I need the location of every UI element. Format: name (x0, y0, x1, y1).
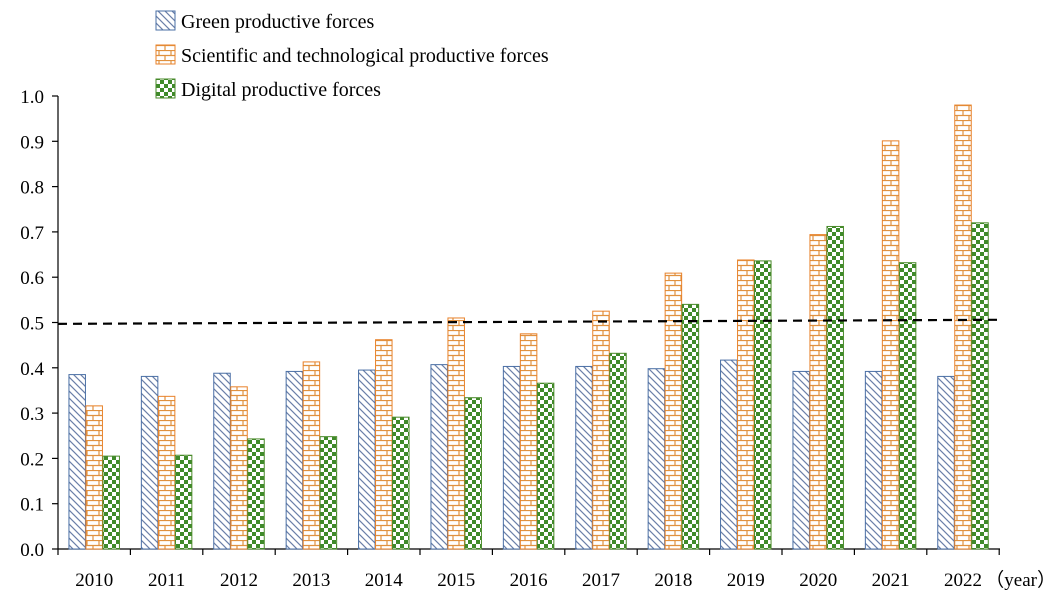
bar-scitech-2018 (664, 272, 683, 550)
bar-green-2014 (358, 369, 376, 550)
bar-scitech-2022 (954, 104, 972, 550)
y-tick-label: 0.4 (20, 359, 44, 380)
bar-green-2018 (647, 368, 666, 550)
legend-item-green: Green productive forces (155, 10, 374, 33)
legend-swatch-digital (155, 78, 176, 99)
legend-label-scitech: Scientific and technological productive … (181, 45, 549, 67)
bar-green-2015 (430, 364, 448, 550)
y-tick-label: 1.0 (20, 87, 44, 108)
bar-green-2010 (68, 374, 86, 550)
x-tick-label: 2010 (75, 570, 113, 591)
bar-scitech-2011 (157, 395, 176, 550)
bar-green-2019 (720, 359, 738, 550)
bar-digital-2022 (971, 222, 989, 550)
reference-line-group (57, 318, 1001, 325)
y-tick-label: 0.7 (20, 223, 44, 244)
bar-digital-2021 (898, 262, 917, 550)
bar-green-2013 (285, 370, 304, 550)
bar-scitech-2019 (737, 259, 755, 550)
x-tick-label: 2021 (872, 570, 910, 591)
x-tick-label: 2015 (437, 570, 475, 591)
bar-digital-2017 (609, 352, 627, 550)
bar-digital-2014 (392, 416, 410, 550)
legend-item-scitech: Scientific and technological productive … (155, 44, 549, 67)
x-tick-label: 2018 (654, 570, 692, 591)
y-tick-label: 0.5 (20, 314, 44, 335)
bar-green-2016 (502, 365, 521, 550)
x-tick-label: 2019 (727, 570, 765, 591)
bar-scitech-2014 (375, 339, 393, 550)
legend-swatch-scitech (155, 44, 176, 65)
legend-item-digital: Digital productive forces (155, 78, 381, 101)
legend-label-green: Green productive forces (181, 11, 374, 33)
x-tick-label: 2017 (582, 570, 620, 591)
bar-green-2021 (864, 370, 883, 550)
y-tick-label: 0.6 (20, 268, 44, 289)
bar-digital-2015 (464, 397, 482, 550)
x-tick-label: 2016 (510, 570, 548, 591)
x-axis-label: （year） (985, 569, 1056, 591)
bar-digital-2011 (174, 454, 193, 550)
y-tick-label: 0.3 (20, 404, 44, 425)
x-tick-label: 2012 (220, 570, 258, 591)
y-tick-label: 0.2 (20, 449, 44, 470)
bar-green-2017 (575, 365, 593, 550)
bar-digital-2019 (754, 260, 772, 550)
legend-label-digital: Digital productive forces (181, 79, 381, 101)
bar-scitech-2013 (302, 361, 321, 550)
legend-swatch-green (155, 10, 176, 31)
bar-digital-2020 (826, 225, 844, 550)
bar-scitech-2015 (447, 317, 465, 550)
x-axis: 2010 2011 2012 2013 2014 2015 2016 2017 2018 2019… (57, 548, 1056, 591)
bar-scitech-2021 (881, 140, 900, 550)
bar-digital-2013 (319, 436, 338, 550)
x-tick-label: 2011 (148, 570, 185, 591)
bar-digital-2016 (536, 382, 555, 550)
bar-scitech-2017 (592, 310, 610, 550)
bar-digital-2010 (102, 455, 120, 550)
x-tick-label: 2013 (292, 570, 330, 591)
bar-scitech-2020 (809, 234, 827, 550)
bar-green-2011 (140, 375, 159, 550)
legend: Green productive forces Scientific and t… (155, 10, 549, 101)
y-tick-label: 0.1 (20, 495, 44, 516)
bar-green-2022 (937, 375, 955, 550)
y-tick-label: 0.0 (20, 540, 44, 561)
bars (68, 104, 989, 550)
bar-green-2012 (213, 372, 231, 550)
x-tick-label: 2022 (944, 570, 982, 591)
bar-scitech-2016 (519, 333, 538, 550)
bar-green-2020 (792, 370, 810, 550)
y-tick-label: 0.8 (20, 178, 44, 199)
bar-scitech-2010 (85, 405, 103, 550)
bar-digital-2012 (247, 438, 265, 550)
y-axis: 0.0 0.1 0.2 0.3 0.4 0.5 0.6 0.7 0.8 0.9 1.0 (20, 87, 59, 561)
reference-line (57, 318, 1001, 325)
bar-scitech-2012 (230, 386, 248, 550)
y-tick-label: 0.9 (20, 132, 44, 153)
bar-digital-2018 (681, 303, 700, 550)
x-tick-label: 2014 (365, 570, 404, 591)
x-tick-label: 2020 (799, 570, 837, 591)
